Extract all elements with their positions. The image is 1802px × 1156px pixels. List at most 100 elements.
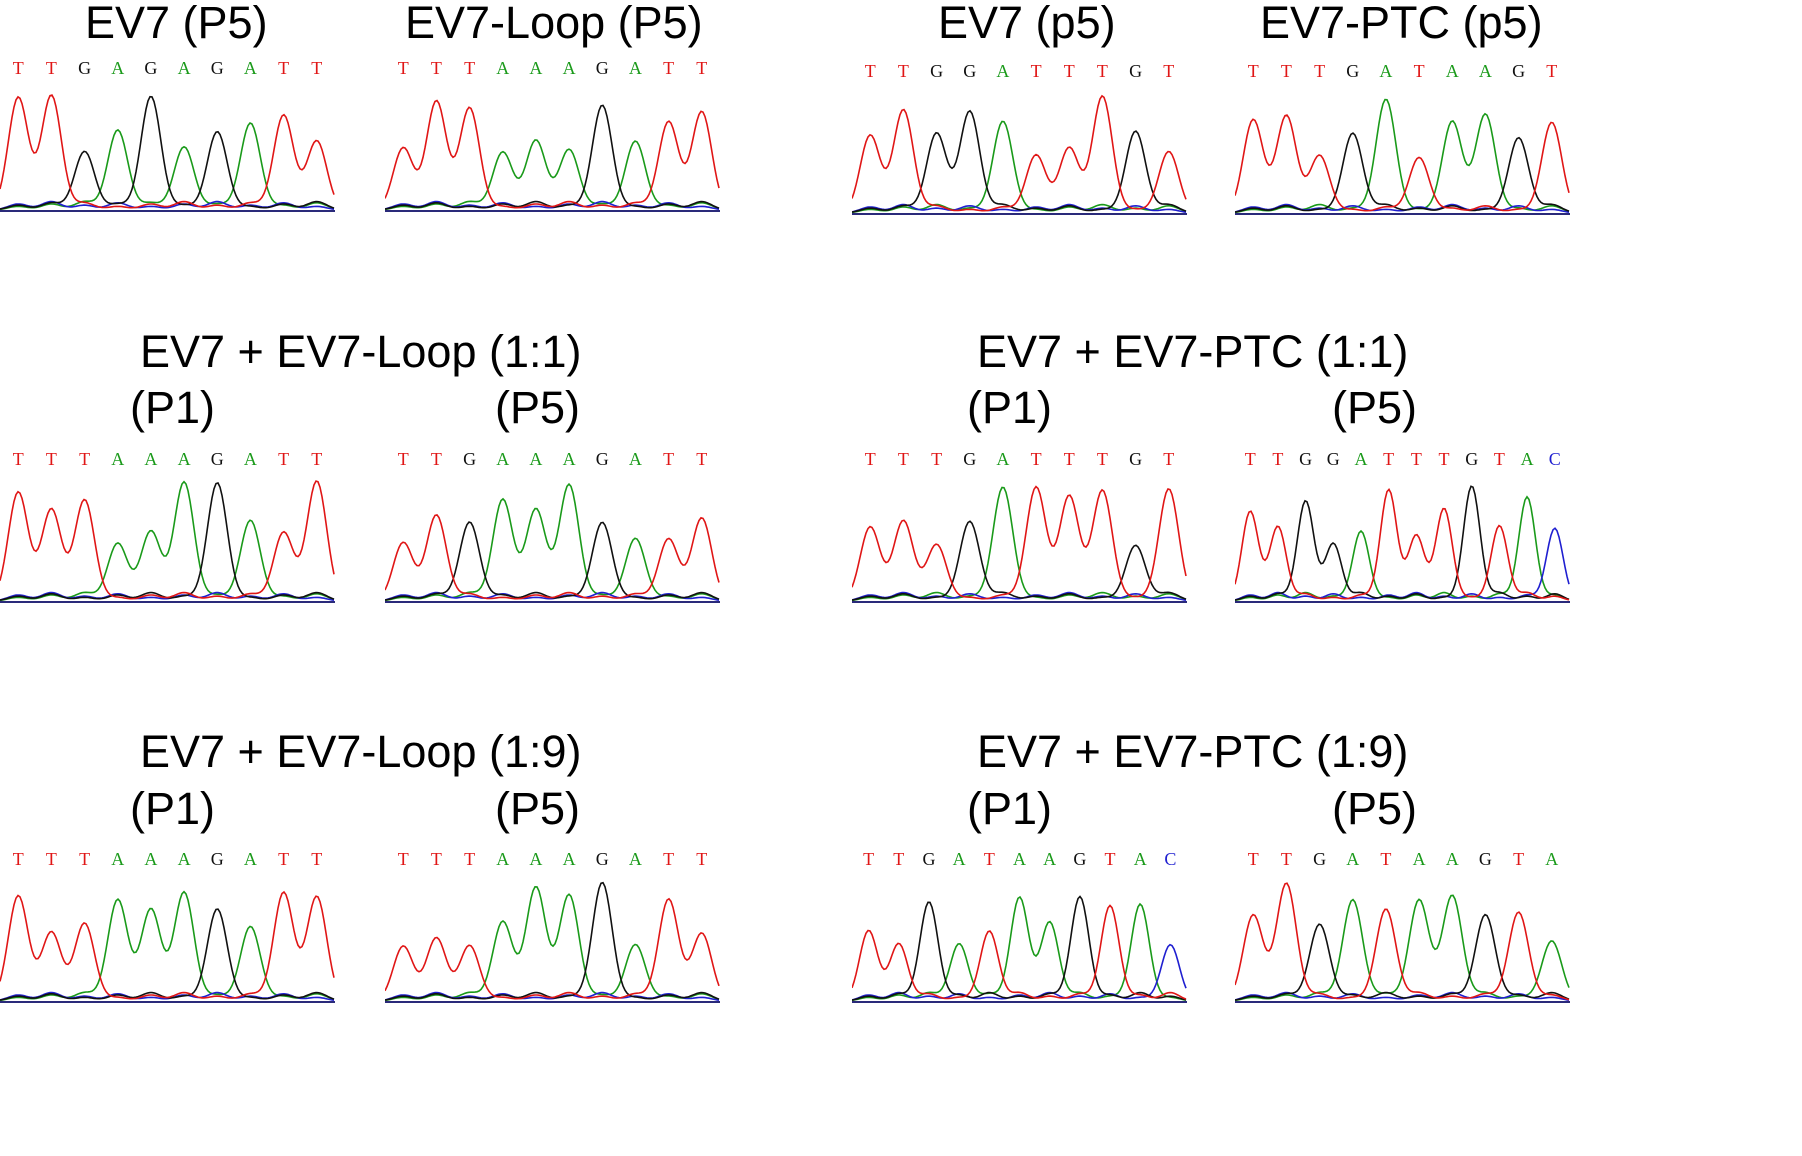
base-call-t: T xyxy=(696,58,707,78)
base-call-g: G xyxy=(1129,449,1142,469)
base-call-t: T xyxy=(1097,449,1108,469)
base-call-g: G xyxy=(1465,449,1478,469)
base-call-g: G xyxy=(930,61,943,81)
base-call-a: A xyxy=(144,849,157,869)
base-call-g: G xyxy=(211,58,224,78)
trace-channel-c xyxy=(0,991,335,1001)
base-call-a: A xyxy=(496,58,509,78)
base-call-t: T xyxy=(464,58,475,78)
trace-channel-t xyxy=(385,99,720,209)
base-call-a: A xyxy=(244,849,257,869)
base-call-a: A xyxy=(1521,449,1534,469)
title-ev7-loop-1-9: EV7 + EV7-Loop (1:9) xyxy=(140,726,582,777)
trace-channel-t xyxy=(0,480,335,600)
base-call-g: G xyxy=(596,849,609,869)
base-call-t: T xyxy=(431,849,442,869)
base-call-a: A xyxy=(111,58,124,78)
base-call-a: A xyxy=(1043,849,1056,869)
base-call-t: T xyxy=(46,849,57,869)
title-ev7-ptc-p5: EV7-PTC (p5) xyxy=(1260,0,1543,48)
trace-channel-a xyxy=(0,890,335,1002)
base-call-t: T xyxy=(1439,449,1450,469)
base-call-t: T xyxy=(1281,849,1292,869)
base-call-g: G xyxy=(963,61,976,81)
base-call-t: T xyxy=(931,449,942,469)
base-call-t: T xyxy=(278,58,289,78)
trace-channel-t xyxy=(1235,114,1570,212)
base-call-g: G xyxy=(963,449,976,469)
base-call-t: T xyxy=(1513,849,1524,869)
base-call-a: A xyxy=(1446,61,1459,81)
base-call-t: T xyxy=(311,449,322,469)
base-call-t: T xyxy=(1105,849,1116,869)
title-ev7-ptc-1-9: EV7 + EV7-PTC (1:9) xyxy=(977,726,1409,777)
base-call-g: G xyxy=(1313,849,1326,869)
base-call-t: T xyxy=(398,449,409,469)
base-call-a: A xyxy=(1545,849,1558,869)
passage-p5-bottom-left: (P5) xyxy=(495,783,581,834)
title-ev7-loop-1-1: EV7 + EV7-Loop (1:1) xyxy=(140,326,582,377)
base-call-t: T xyxy=(663,849,674,869)
base-call-a: A xyxy=(1354,449,1367,469)
base-call-g: G xyxy=(211,849,224,869)
base-call-t: T xyxy=(79,449,90,469)
base-call-t: T xyxy=(398,849,409,869)
base-call-t: T xyxy=(278,849,289,869)
base-call-t: T xyxy=(79,849,90,869)
trace-channel-t xyxy=(0,890,335,1000)
base-call-a: A xyxy=(529,849,542,869)
base-call-t: T xyxy=(696,849,707,869)
passage-p1-bottom-right: (P1) xyxy=(967,783,1053,834)
base-call-t: T xyxy=(431,58,442,78)
base-call-a: A xyxy=(529,58,542,78)
base-call-t: T xyxy=(696,449,707,469)
trace-channel-g xyxy=(1235,913,1570,1001)
base-call-a: A xyxy=(563,58,576,78)
base-call-a: A xyxy=(1134,849,1147,869)
base-call-a: A xyxy=(629,849,642,869)
base-call-a: A xyxy=(244,449,257,469)
trace-channel-g xyxy=(852,520,1187,601)
trace-channel-t xyxy=(1235,882,1570,1001)
trace-channel-a xyxy=(0,480,335,602)
base-call-c: C xyxy=(1164,849,1176,869)
base-call-g: G xyxy=(211,449,224,469)
base-call-t: T xyxy=(984,849,995,869)
trace-channel-c xyxy=(385,991,720,1001)
trace-channel-t xyxy=(0,94,335,209)
base-call-a: A xyxy=(629,449,642,469)
base-call-g: G xyxy=(1327,449,1340,469)
base-call-a: A xyxy=(996,61,1009,81)
base-call-t: T xyxy=(1272,449,1283,469)
base-call-t: T xyxy=(431,449,442,469)
trace-channel-a xyxy=(852,120,1187,214)
base-call-a: A xyxy=(178,58,191,78)
trace-channel-a xyxy=(385,482,720,602)
base-call-g: G xyxy=(1299,449,1312,469)
base-call-t: T xyxy=(1248,61,1259,81)
base-call-t: T xyxy=(865,449,876,469)
base-call-t: T xyxy=(311,58,322,78)
trace-channel-a xyxy=(385,885,720,1002)
base-call-t: T xyxy=(1383,449,1394,469)
trace-channel-t xyxy=(852,904,1187,1000)
trace-channel-c xyxy=(0,591,335,601)
base-call-g: G xyxy=(144,58,157,78)
base-call-t: T xyxy=(1281,61,1292,81)
trace-channel-t xyxy=(385,897,720,1000)
base-call-a: A xyxy=(496,449,509,469)
base-call-t: T xyxy=(1248,849,1259,869)
base-call-a: A xyxy=(178,449,191,469)
base-call-c: C xyxy=(1549,449,1561,469)
base-call-t: T xyxy=(13,849,24,869)
trace-channel-c xyxy=(1235,203,1570,213)
